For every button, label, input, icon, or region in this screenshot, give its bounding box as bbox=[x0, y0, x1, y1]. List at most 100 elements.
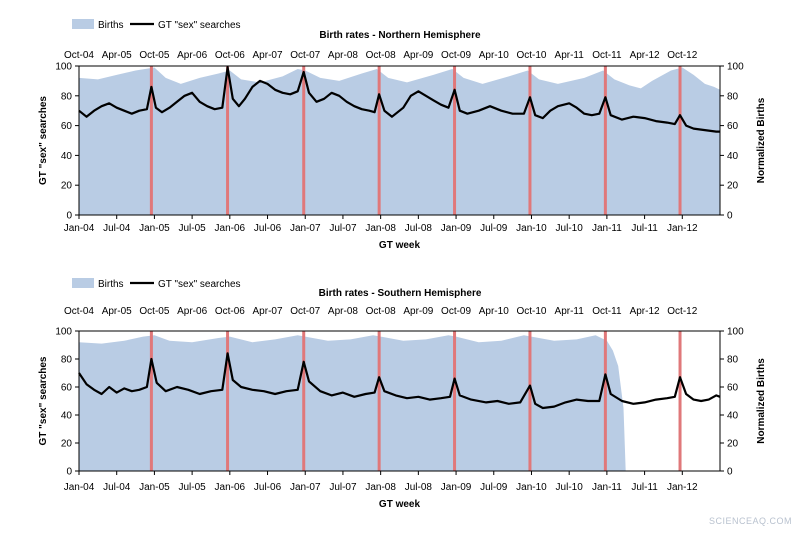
top-tick-label: Apr-07 bbox=[253, 306, 283, 317]
plot-frame bbox=[78, 330, 721, 472]
x-tick-label: Jul-08 bbox=[405, 223, 433, 234]
x-tick-label: Jan-08 bbox=[365, 482, 396, 493]
y-tick-right-label: 60 bbox=[727, 383, 739, 394]
x-tick-label: Jan-07 bbox=[290, 223, 321, 234]
x-tick-label: Jan-04 bbox=[64, 482, 95, 493]
legend-births-swatch bbox=[72, 278, 94, 288]
x-tick-label: Jan-06 bbox=[215, 482, 246, 493]
top-tick-label: Apr-12 bbox=[630, 306, 660, 317]
top-tick-label: Oct-08 bbox=[366, 50, 396, 61]
x-tick-label: Jul-06 bbox=[254, 482, 282, 493]
top-tick-label: Apr-10 bbox=[479, 50, 509, 61]
y-tick-left-label: 0 bbox=[66, 211, 72, 222]
top-tick-label: Oct-07 bbox=[290, 306, 320, 317]
x-tick-label: Jan-12 bbox=[667, 482, 698, 493]
chart-title: Birth rates - Northern Hemisphere bbox=[319, 30, 481, 41]
y-tick-left-label: 0 bbox=[66, 467, 72, 478]
search-line bbox=[78, 352, 721, 410]
x-tick-label: Jul-06 bbox=[254, 223, 282, 234]
top-tick-label: Apr-11 bbox=[555, 306, 585, 317]
births-area bbox=[79, 335, 626, 471]
top-tick-label: Apr-09 bbox=[403, 50, 433, 61]
southern-hemisphere-chart: 0 0 20 20 40 40 60 60 80 80 100 100 Jan-04 Jul-04 Jan-… bbox=[38, 278, 767, 510]
y-tick-right-label: 40 bbox=[727, 151, 739, 162]
y-axis-right-title: Normalized Births bbox=[756, 358, 767, 444]
legend-births-swatch bbox=[72, 19, 94, 29]
x-tick-label: Jan-11 bbox=[592, 223, 622, 234]
top-tick-label: Oct-11 bbox=[592, 306, 622, 317]
legend-births-label: Births bbox=[98, 20, 124, 31]
top-tick-label: Oct-04 bbox=[64, 306, 94, 317]
y-tick-left-label: 40 bbox=[61, 151, 73, 162]
x-tick-label: Jan-04 bbox=[64, 223, 95, 234]
x-tick-label: Jul-05 bbox=[178, 223, 206, 234]
top-tick-label: Apr-09 bbox=[403, 306, 433, 317]
x-tick-label: Jan-07 bbox=[290, 482, 321, 493]
y-tick-right-label: 20 bbox=[727, 439, 739, 450]
top-tick-label: Oct-06 bbox=[215, 306, 245, 317]
y-axis-right-title: Normalized Births bbox=[756, 97, 767, 183]
x-tick-label: Jul-11 bbox=[631, 482, 658, 493]
top-tick-label: Oct-11 bbox=[592, 50, 622, 61]
x-tick-label: Jan-05 bbox=[139, 223, 170, 234]
top-tick-label: Oct-08 bbox=[366, 306, 396, 317]
top-tick-label: Oct-05 bbox=[139, 50, 169, 61]
y-tick-right-label: 40 bbox=[727, 411, 739, 422]
x-tick-label: Jan-09 bbox=[441, 223, 472, 234]
y-tick-left-label: 100 bbox=[55, 62, 72, 73]
watermark: SCIENCEAQ.COM bbox=[709, 516, 792, 526]
y-tick-left-label: 20 bbox=[61, 181, 73, 192]
x-tick-label: Jan-05 bbox=[139, 482, 170, 493]
top-tick-label: Apr-11 bbox=[555, 50, 585, 61]
y-tick-right-label: 0 bbox=[727, 467, 733, 478]
births-area bbox=[79, 67, 720, 215]
y-axis-left-title: GT "sex" searches bbox=[38, 356, 49, 445]
top-tick-label: Oct-09 bbox=[441, 50, 471, 61]
top-tick-label: Apr-08 bbox=[328, 50, 358, 61]
plot-frame bbox=[78, 65, 721, 216]
x-tick-label: Jul-04 bbox=[103, 482, 131, 493]
top-tick-label: Apr-10 bbox=[479, 306, 509, 317]
x-axis-title: GT week bbox=[379, 240, 421, 251]
y-tick-left-label: 80 bbox=[61, 91, 73, 102]
y-tick-left-label: 20 bbox=[61, 439, 73, 450]
legend-search-label: GT "sex" searches bbox=[158, 279, 241, 290]
x-tick-label: Jan-10 bbox=[516, 482, 547, 493]
northern-hemisphere-chart: 0 0 20 20 40 40 60 60 80 80 100 100 Jan-04 Jul-04 Jan-… bbox=[38, 19, 767, 251]
top-tick-label: Oct-12 bbox=[667, 306, 697, 317]
x-axis-title: GT week bbox=[379, 499, 421, 510]
y-tick-left-label: 40 bbox=[61, 411, 73, 422]
y-axis-left-title: GT "sex" searches bbox=[38, 96, 49, 185]
top-tick-label: Oct-09 bbox=[441, 306, 471, 317]
top-tick-label: Apr-05 bbox=[102, 306, 132, 317]
x-tick-label: Jan-08 bbox=[365, 223, 396, 234]
top-tick-label: Apr-06 bbox=[177, 50, 207, 61]
top-tick-label: Apr-12 bbox=[630, 50, 660, 61]
y-tick-left-label: 60 bbox=[61, 121, 73, 132]
top-tick-label: Oct-10 bbox=[516, 50, 546, 61]
x-tick-label: Jul-07 bbox=[329, 482, 357, 493]
search-line bbox=[78, 66, 720, 133]
y-tick-right-label: 100 bbox=[727, 62, 744, 73]
top-tick-label: Apr-05 bbox=[102, 50, 132, 61]
top-tick-label: Apr-08 bbox=[328, 306, 358, 317]
x-tick-label: Jan-12 bbox=[667, 223, 698, 234]
x-tick-label: Jul-10 bbox=[556, 482, 584, 493]
x-tick-label: Jul-07 bbox=[329, 223, 357, 234]
top-tick-label: Oct-05 bbox=[139, 306, 169, 317]
x-tick-label: Jul-04 bbox=[103, 223, 131, 234]
y-tick-right-label: 100 bbox=[727, 327, 744, 338]
x-tick-label: Jan-09 bbox=[441, 482, 472, 493]
y-tick-left-label: 100 bbox=[55, 327, 72, 338]
x-tick-label: Jul-09 bbox=[480, 482, 508, 493]
x-tick-label: Jul-11 bbox=[631, 223, 658, 234]
chart-title: Birth rates - Southern Hemisphere bbox=[319, 288, 482, 299]
x-tick-label: Jan-11 bbox=[592, 482, 622, 493]
x-tick-label: Jan-10 bbox=[516, 223, 547, 234]
top-tick-label: Apr-06 bbox=[177, 306, 207, 317]
y-tick-right-label: 20 bbox=[727, 181, 739, 192]
top-tick-label: Oct-06 bbox=[215, 50, 245, 61]
x-tick-label: Jul-05 bbox=[178, 482, 206, 493]
legend-search-label: GT "sex" searches bbox=[158, 20, 241, 31]
